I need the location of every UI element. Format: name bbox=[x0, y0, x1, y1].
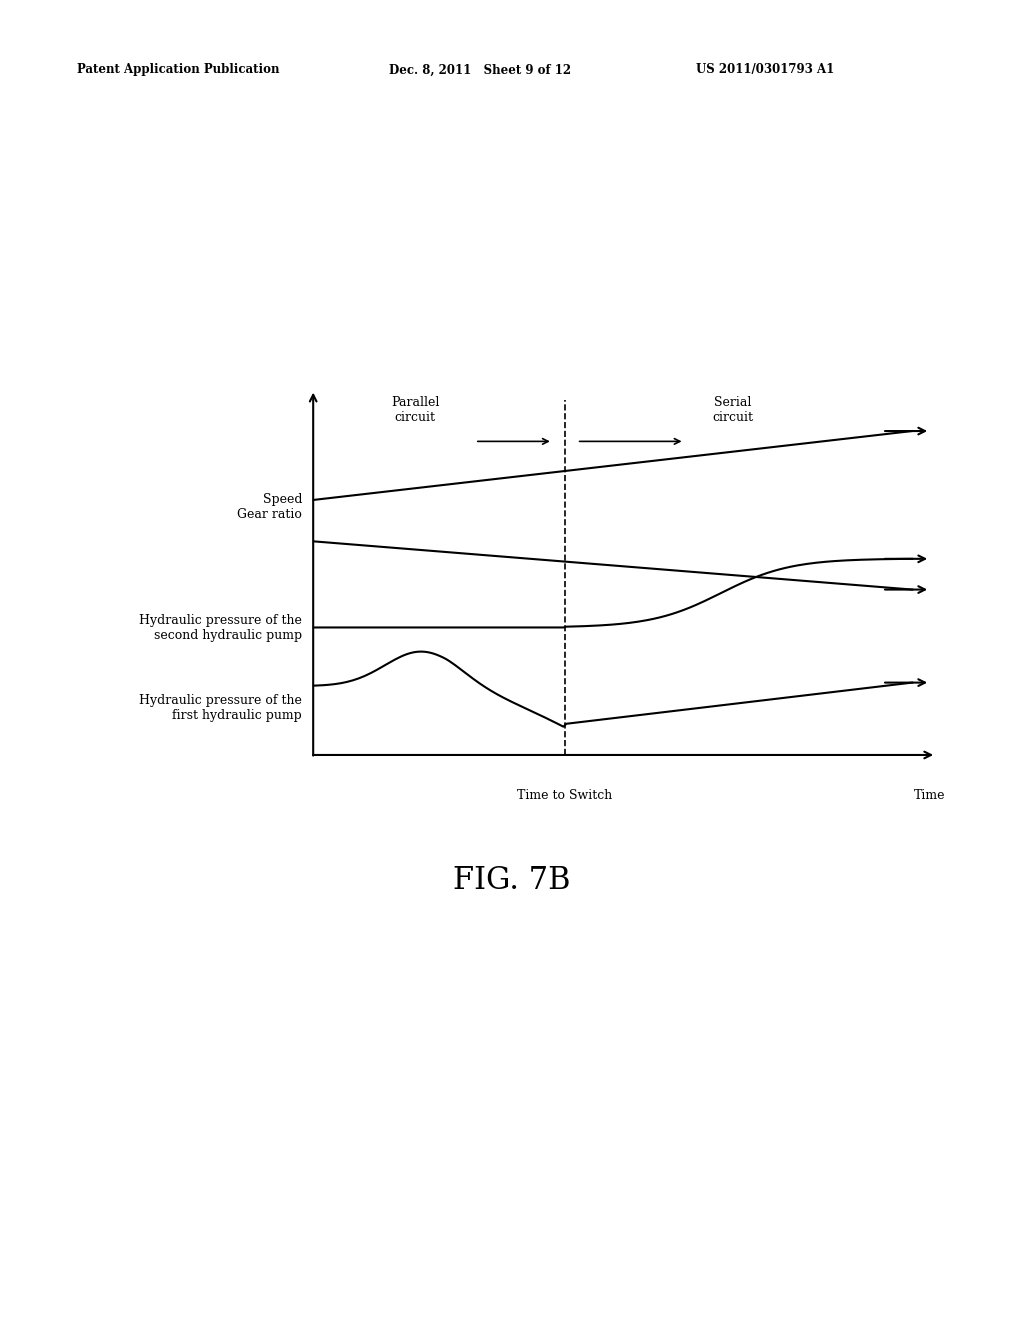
Text: Parallel
circuit: Parallel circuit bbox=[391, 396, 439, 424]
Text: Hydraulic pressure of the
first hydraulic pump: Hydraulic pressure of the first hydrauli… bbox=[139, 693, 302, 722]
Text: US 2011/0301793 A1: US 2011/0301793 A1 bbox=[696, 63, 835, 77]
Text: Time to Switch: Time to Switch bbox=[517, 789, 612, 803]
Text: Dec. 8, 2011   Sheet 9 of 12: Dec. 8, 2011 Sheet 9 of 12 bbox=[389, 63, 571, 77]
Text: Serial
circuit: Serial circuit bbox=[712, 396, 753, 424]
Text: Hydraulic pressure of the
second hydraulic pump: Hydraulic pressure of the second hydraul… bbox=[139, 614, 302, 643]
Text: Patent Application Publication: Patent Application Publication bbox=[77, 63, 280, 77]
Text: Speed
Gear ratio: Speed Gear ratio bbox=[238, 492, 302, 521]
Text: FIG. 7B: FIG. 7B bbox=[454, 865, 570, 895]
Text: Time: Time bbox=[914, 789, 946, 803]
